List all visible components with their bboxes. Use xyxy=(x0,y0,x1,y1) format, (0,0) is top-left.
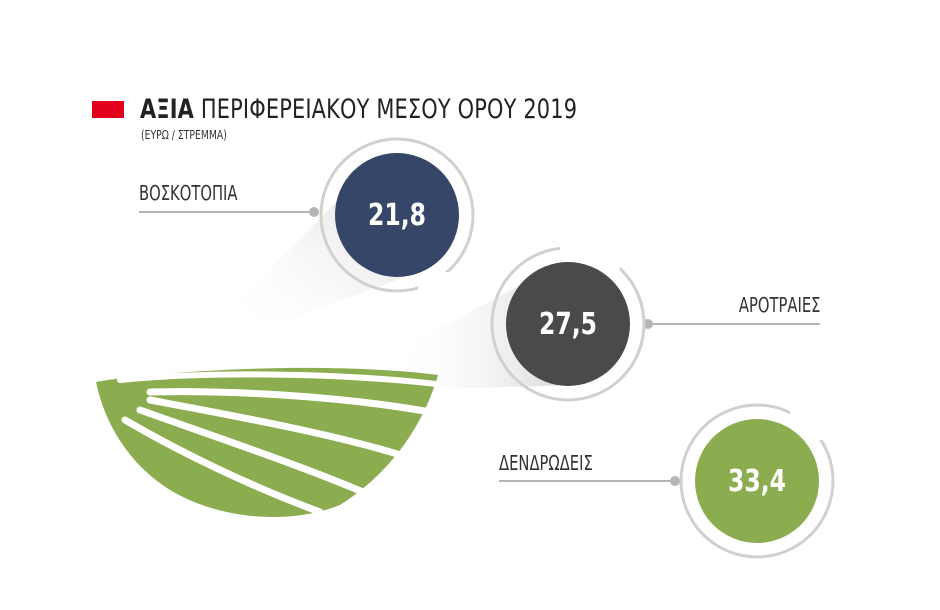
leader-dot-1 xyxy=(309,207,319,217)
ring-1 xyxy=(319,137,475,293)
field-icon xyxy=(96,367,439,517)
ring-3 xyxy=(679,403,835,559)
category-label-3: ΔΕΝΔΡΩΔΕΙΣ xyxy=(499,451,593,475)
red-marker-icon xyxy=(92,100,124,118)
leader-dot-2 xyxy=(643,319,653,329)
category-label-2: ΑΡΟΤΡΑΙΕΣ xyxy=(738,293,820,317)
title-row: ΑΞΙΑ ΠΕΡΙΦΕΡΕΙΑΚΟΥ ΜΕΣΟΥ ΟΡΟΥ 2019 xyxy=(92,91,648,127)
leader-dot-3 xyxy=(670,476,680,486)
value-label-1: 21,8 xyxy=(368,198,426,233)
category-label-1: ΒΟΣΚΟΤΟΠΙΑ xyxy=(139,181,238,205)
value-circle-3 xyxy=(695,419,819,543)
value-label-3: 33,4 xyxy=(728,464,786,499)
chart-title-rest: ΠΕΡΙΦΕΡΕΙΑΚΟΥ ΜΕΣΟΥ ΟΡΟΥ 2019 xyxy=(200,93,578,125)
chart-subtitle: (ΕΥΡΩ / ΣΤΡΕΜΜΑ) xyxy=(141,128,227,142)
value-label-2: 27,5 xyxy=(539,307,597,342)
value-circle-2 xyxy=(506,262,630,386)
chart-title-bold: ΑΞΙΑ xyxy=(140,93,194,125)
chart-title: ΑΞΙΑ ΠΕΡΙΦΕΡΕΙΑΚΟΥ ΜΕΣΟΥ ΟΡΟΥ 2019 xyxy=(140,94,577,125)
value-circle-1 xyxy=(335,153,459,277)
